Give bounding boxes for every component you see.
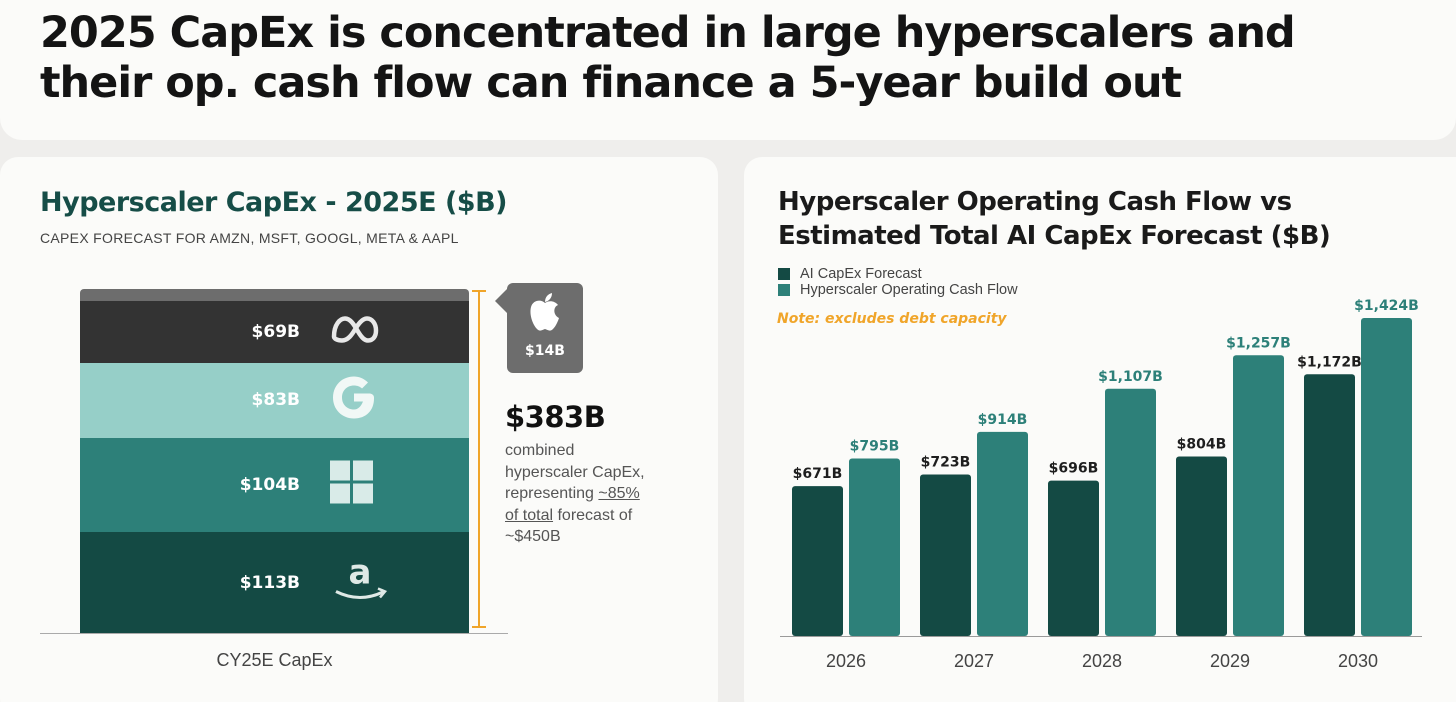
stack-segment-aapl xyxy=(80,288,469,301)
total-bracket-top xyxy=(472,290,486,292)
stack-segment-msft xyxy=(80,437,469,532)
google-logo-icon xyxy=(330,374,378,427)
right-title-line-1: Hyperscaler Operating Cash Flow vs xyxy=(778,187,1292,217)
desc-representing: representing xyxy=(505,485,594,502)
legend: AI CapEx Forecast Hyperscaler Operating … xyxy=(778,266,1018,298)
apple-capex-label: $14B xyxy=(525,343,565,359)
data-label-capex-2027: $723B xyxy=(921,455,971,471)
left-chart-subtitle: CAPEX FORECAST FOR AMZN, MSFT, GOOGL, ME… xyxy=(40,230,459,246)
stack-label-meta: $69B xyxy=(251,321,300,342)
data-label-capex-2030: $1,172B xyxy=(1297,354,1362,370)
stack-segment-googl xyxy=(80,362,469,438)
total-bracket xyxy=(478,290,480,628)
bar-cashflow-2030 xyxy=(1361,318,1412,636)
total-bracket-bottom xyxy=(472,626,486,628)
desc-of-total: of total xyxy=(505,506,554,524)
bar-cashflow-2029 xyxy=(1233,355,1284,636)
desc-percent: ~85% xyxy=(598,485,640,502)
svg-text:a: a xyxy=(349,555,372,592)
apple-callout: $14B xyxy=(495,283,583,373)
windows-logo-icon xyxy=(330,460,374,509)
legend-label-cashflow: Hyperscaler Operating Cash Flow xyxy=(800,282,1018,298)
desc-hyperscaler: hyperscaler CapEx, xyxy=(505,463,645,481)
x-tick-label-2027: 2027 xyxy=(954,651,994,671)
right-title-line-2: Estimated Total AI CapEx Forecast ($B) xyxy=(778,221,1331,251)
total-capex-description: combined hyperscaler CapEx, representing… xyxy=(505,440,685,548)
desc-combined: combined xyxy=(505,442,575,459)
page-title-line-2: their op. cash flow can finance a 5-year… xyxy=(40,58,1182,108)
desc-forecast-of: forecast of xyxy=(557,506,633,524)
bar-cashflow-2026 xyxy=(849,458,900,636)
stack-label-amzn: $113B xyxy=(239,572,300,593)
stack-segment-amzn xyxy=(80,531,469,634)
legend-item-capex: AI CapEx Forecast xyxy=(778,266,1018,282)
debt-note: Note: excludes debt capacity xyxy=(777,311,1007,327)
desc-total-forecast: ~$450B xyxy=(505,528,561,545)
stack-label-googl: $83B xyxy=(251,390,300,411)
apple-logo-icon xyxy=(530,293,559,331)
title-panel xyxy=(0,0,1456,140)
left-x-label: CY25E CapEx xyxy=(216,650,333,670)
legend-swatch-capex xyxy=(778,268,790,280)
bar-capex-2028 xyxy=(1048,480,1099,636)
data-label-cashflow-2028: $1,107B xyxy=(1098,369,1163,385)
legend-swatch-cashflow xyxy=(778,284,790,296)
x-tick-label-2029: 2029 xyxy=(1210,651,1250,671)
data-label-cashflow-2027: $914B xyxy=(978,412,1028,428)
right-chart-title: Hyperscaler Operating Cash Flow vs Estim… xyxy=(778,185,1378,253)
stacked-bar: $113B a $104B $83B $69B xyxy=(80,0,469,702)
bar-capex-2030 xyxy=(1304,374,1355,636)
bar-cashflow-2027 xyxy=(977,431,1028,636)
x-tick-label-2026: 2026 xyxy=(826,651,866,671)
bar-capex-2026 xyxy=(792,486,843,636)
data-label-capex-2026: $671B xyxy=(793,466,843,482)
left-baseline xyxy=(40,633,508,634)
bar-cashflow-2028 xyxy=(1105,388,1156,636)
legend-item-cashflow: Hyperscaler Operating Cash Flow xyxy=(778,282,1018,298)
page-title: 2025 CapEx is concentrated in large hype… xyxy=(40,8,1440,108)
data-label-cashflow-2026: $795B xyxy=(850,438,900,454)
stack-segment-meta xyxy=(80,300,469,363)
x-tick-label-2030: 2030 xyxy=(1338,651,1378,671)
data-label-cashflow-2029: $1,257B xyxy=(1226,335,1291,351)
stack-label-msft: $104B xyxy=(239,474,300,495)
data-label-cashflow-2030: $1,424B xyxy=(1354,298,1419,314)
left-chart-title: Hyperscaler CapEx - 2025E ($B) xyxy=(40,187,508,218)
data-label-capex-2028: $696B xyxy=(1049,461,1099,477)
page-title-line-1: 2025 CapEx is concentrated in large hype… xyxy=(40,8,1296,58)
meta-logo-icon xyxy=(330,314,380,349)
legend-label-capex: AI CapEx Forecast xyxy=(800,266,922,282)
data-label-capex-2029: $804B xyxy=(1177,436,1227,452)
amazon-logo-icon: a xyxy=(330,552,390,610)
bar-capex-2027 xyxy=(920,474,971,636)
bar-capex-2029 xyxy=(1176,456,1227,636)
total-capex-value: $383B xyxy=(505,400,606,434)
x-tick-label-2028: 2028 xyxy=(1082,651,1122,671)
